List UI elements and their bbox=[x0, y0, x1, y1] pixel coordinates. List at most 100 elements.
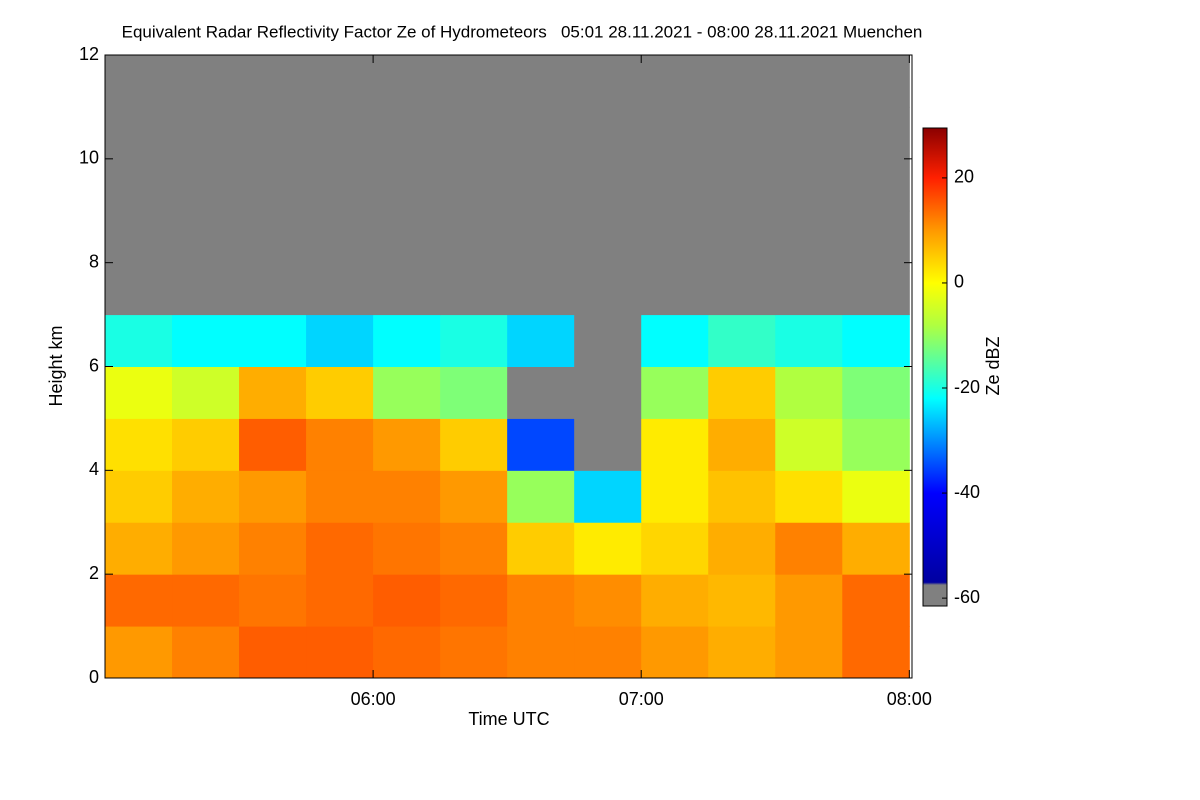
heatmap-cell bbox=[440, 470, 508, 523]
heatmap-cell bbox=[306, 106, 374, 160]
y-tick-label: 8 bbox=[89, 251, 99, 271]
heatmap-cell bbox=[708, 55, 776, 108]
heatmap-cell bbox=[440, 522, 508, 575]
heatmap-cell bbox=[507, 55, 575, 108]
heatmap-cell bbox=[574, 158, 642, 212]
heatmap-cell bbox=[574, 262, 642, 316]
heatmap-cell bbox=[641, 210, 709, 264]
heatmap-cell bbox=[239, 366, 307, 419]
heatmap-cell bbox=[306, 626, 374, 679]
heatmap-cell bbox=[507, 366, 575, 419]
heatmap-cell bbox=[641, 262, 709, 316]
heatmap-cell bbox=[239, 55, 307, 108]
chart-title: Equivalent Radar Reflectivity Factor Ze … bbox=[122, 22, 923, 41]
heatmap-cell bbox=[105, 574, 173, 627]
heatmap-cell bbox=[373, 314, 441, 367]
heatmap-cell bbox=[842, 106, 910, 160]
heatmap-cell bbox=[105, 158, 173, 212]
heatmap-cell bbox=[775, 366, 843, 419]
heatmap-cell bbox=[775, 418, 843, 471]
heatmap-cell bbox=[708, 314, 776, 367]
heatmap-cell bbox=[440, 366, 508, 419]
heatmap-cell bbox=[574, 55, 642, 108]
heatmap-cell bbox=[708, 106, 776, 160]
heatmap-cell bbox=[105, 314, 173, 367]
heatmap-cell bbox=[239, 314, 307, 367]
heatmap-cell bbox=[172, 158, 240, 212]
heatmap-cell bbox=[172, 106, 240, 160]
heatmap-cell bbox=[574, 366, 642, 419]
colorbar-tick-label: -40 bbox=[954, 482, 980, 502]
heatmap-cell bbox=[507, 418, 575, 471]
heatmap-cell bbox=[306, 55, 374, 108]
heatmap-cell bbox=[172, 470, 240, 523]
axes: 0 2 4 6 8 10 12 06:00 07:00 08:00 bbox=[79, 44, 932, 709]
colorbar-tick-label: -20 bbox=[954, 377, 980, 397]
heatmap-cell bbox=[775, 574, 843, 627]
heatmap-cell bbox=[775, 522, 843, 575]
heatmap-cell bbox=[641, 55, 709, 108]
heatmap-cell bbox=[373, 574, 441, 627]
heatmap-cell bbox=[172, 574, 240, 627]
y-tick-label: 10 bbox=[79, 148, 99, 168]
heatmap-cell bbox=[842, 55, 910, 108]
heatmap-cell bbox=[306, 314, 374, 367]
heatmap-cell bbox=[708, 626, 776, 679]
heatmap-cell bbox=[507, 470, 575, 523]
heatmap-cell bbox=[373, 158, 441, 212]
heatmap-cell bbox=[373, 418, 441, 471]
heatmap-cell bbox=[239, 626, 307, 679]
heatmap-cell bbox=[105, 470, 173, 523]
heatmap-cell bbox=[842, 470, 910, 523]
heatmap-cell bbox=[708, 210, 776, 264]
heatmap-cell bbox=[574, 210, 642, 264]
colorbar-label: Ze dBZ bbox=[983, 336, 1003, 395]
heatmap-cell bbox=[842, 626, 910, 679]
heatmap-cell bbox=[842, 418, 910, 471]
heatmap-cell bbox=[105, 55, 173, 108]
heatmap-cell bbox=[842, 574, 910, 627]
x-tick-label: 06:00 bbox=[351, 689, 396, 709]
heatmap-cell bbox=[373, 55, 441, 108]
y-tick-label: 0 bbox=[89, 667, 99, 687]
heatmap-cell bbox=[641, 418, 709, 471]
heatmap-cell bbox=[775, 210, 843, 264]
heatmap-cell bbox=[440, 55, 508, 108]
heatmap-cell bbox=[239, 522, 307, 575]
heatmap-cell bbox=[440, 626, 508, 679]
heatmap-cell bbox=[440, 106, 508, 160]
heatmap-cell bbox=[105, 418, 173, 471]
heatmap-cell bbox=[172, 55, 240, 108]
heatmap-cell bbox=[708, 262, 776, 316]
heatmap-cell bbox=[373, 262, 441, 316]
heatmap bbox=[105, 55, 910, 679]
heatmap-cell bbox=[507, 262, 575, 316]
heatmap-cell bbox=[105, 106, 173, 160]
heatmap-cell bbox=[440, 210, 508, 264]
heatmap-cell bbox=[306, 262, 374, 316]
heatmap-cell bbox=[440, 418, 508, 471]
heatmap-cell bbox=[172, 262, 240, 316]
heatmap-cell bbox=[440, 262, 508, 316]
heatmap-cell bbox=[306, 574, 374, 627]
heatmap-cell bbox=[641, 470, 709, 523]
heatmap-cell bbox=[507, 106, 575, 160]
heatmap-cell bbox=[775, 262, 843, 316]
heatmap-cell bbox=[373, 106, 441, 160]
heatmap-cell bbox=[440, 574, 508, 627]
heatmap-cell bbox=[574, 626, 642, 679]
heatmap-cell bbox=[641, 106, 709, 160]
heatmap-cell bbox=[172, 418, 240, 471]
heatmap-cell bbox=[842, 314, 910, 367]
heatmap-cell bbox=[306, 470, 374, 523]
heatmap-cell bbox=[842, 210, 910, 264]
heatmap-cell bbox=[239, 106, 307, 160]
heatmap-cell bbox=[775, 106, 843, 160]
heatmap-cell bbox=[842, 158, 910, 212]
heatmap-cell bbox=[842, 262, 910, 316]
x-tick-label: 08:00 bbox=[887, 689, 932, 709]
x-axis-label: Time UTC bbox=[468, 709, 549, 729]
heatmap-cell bbox=[105, 262, 173, 316]
